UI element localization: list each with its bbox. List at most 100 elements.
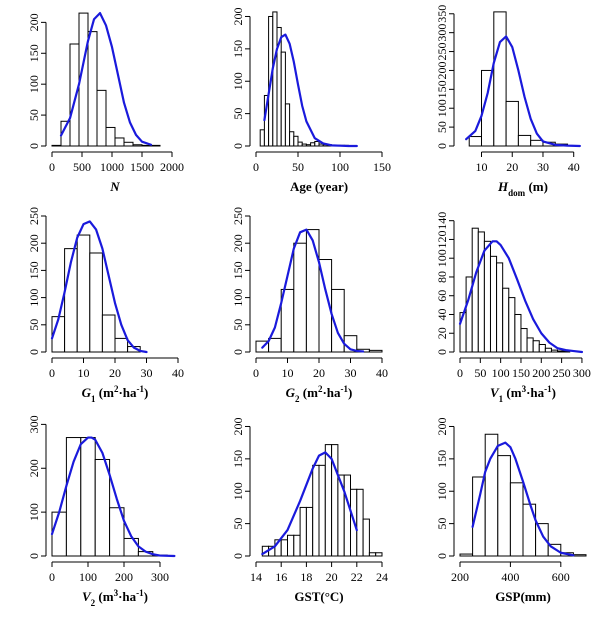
x-tick-label: 100 xyxy=(79,570,97,584)
y-tick-label: 150 xyxy=(231,40,245,58)
histogram-bar xyxy=(538,343,546,353)
y-tick-label: 0 xyxy=(435,553,449,559)
x-axis-label: V2 (m3·ha-1) xyxy=(82,588,148,608)
x-tick-label: 50 xyxy=(474,366,486,380)
histogram-bar xyxy=(65,437,82,557)
fitted-curve xyxy=(261,228,365,353)
fitted-curve xyxy=(261,451,358,556)
histogram-bar xyxy=(502,287,510,353)
histogram-bar xyxy=(468,136,483,147)
y-tick-label: 50 xyxy=(231,518,245,530)
histogram-bar xyxy=(284,103,291,147)
x-tick-label: 2000 xyxy=(160,160,184,174)
histogram-bar xyxy=(132,144,143,147)
histogram-bar xyxy=(51,511,67,557)
y-tick-label: 60 xyxy=(435,290,449,302)
x-axis-label: GST(°C) xyxy=(294,589,343,604)
x-tick-label: 0 xyxy=(253,160,259,174)
x-tick-label: 20 xyxy=(109,366,121,380)
y-tick-label: 150 xyxy=(231,261,245,279)
x-tick-label: 16 xyxy=(275,570,287,584)
y-tick-label: 200 xyxy=(231,417,245,435)
x-tick-label: 30 xyxy=(537,160,549,174)
histogram-bar xyxy=(280,539,289,557)
x-tick-label: 250 xyxy=(553,366,571,380)
y-tick-label: 250 xyxy=(27,207,41,225)
fitted-curve xyxy=(458,240,584,354)
x-tick-label: 500 xyxy=(73,160,91,174)
x-tick-label: 10 xyxy=(476,160,488,174)
x-tick-label: 40 xyxy=(376,366,388,380)
y-tick-label: 200 xyxy=(435,61,449,79)
histogram-bar xyxy=(297,141,303,147)
histogram-bar xyxy=(526,337,534,353)
x-tick-label: 0 xyxy=(49,160,55,174)
y-tick-label: 250 xyxy=(231,207,245,225)
fitted-curve xyxy=(465,35,581,148)
y-tick-label: 20 xyxy=(435,327,449,339)
histogram-bar xyxy=(459,553,474,557)
x-tick-label: 50 xyxy=(292,160,304,174)
y-tick-label: 0 xyxy=(27,143,41,149)
x-tick-label: 100 xyxy=(492,366,510,380)
y-tick-label: 100 xyxy=(231,72,245,90)
histogram-bar xyxy=(287,534,295,557)
histogram-bar xyxy=(324,444,333,557)
y-tick-label: 100 xyxy=(231,289,245,307)
x-tick-label: 24 xyxy=(376,570,388,584)
histogram-bar xyxy=(483,240,491,353)
x-tick-label: 0 xyxy=(49,366,55,380)
x-axis-label: Hdom (m) xyxy=(497,179,548,198)
histogram-bar xyxy=(362,518,370,557)
y-tick-label: 150 xyxy=(231,450,245,468)
y-tick-label: 120 xyxy=(435,230,449,248)
y-tick-label: 100 xyxy=(435,482,449,500)
histogram-bar xyxy=(280,51,286,147)
histogram-bar xyxy=(505,100,519,147)
fitted-curve xyxy=(471,441,575,557)
y-tick-label: 0 xyxy=(27,349,41,355)
x-tick-label: 1000 xyxy=(100,160,124,174)
histogram-bar xyxy=(493,11,507,147)
histogram-bar xyxy=(299,506,307,557)
y-tick-label: 200 xyxy=(231,234,245,252)
x-tick-label: 20 xyxy=(326,570,338,584)
y-tick-label: 50 xyxy=(231,319,245,331)
histogram-bar xyxy=(301,143,307,147)
histogram-bar xyxy=(368,349,383,353)
fitted-curve xyxy=(263,33,358,148)
y-tick-label: 140 xyxy=(435,212,449,230)
histogram-bar xyxy=(314,140,320,147)
histogram-bar xyxy=(318,143,324,147)
histogram-bar xyxy=(69,43,80,147)
fitted-curve xyxy=(50,436,176,558)
y-tick-label: 150 xyxy=(27,261,41,279)
histogram-bar xyxy=(305,229,320,353)
x-tick-label: 14 xyxy=(250,570,262,584)
histogram-bar xyxy=(272,11,278,147)
x-tick-label: 10 xyxy=(282,366,294,380)
histogram-bar xyxy=(109,507,125,557)
histogram-bar xyxy=(532,340,540,353)
histogram-bar xyxy=(101,314,116,353)
histogram-bar xyxy=(489,255,498,353)
x-tick-label: 200 xyxy=(115,570,133,584)
x-tick-label: 200 xyxy=(532,366,550,380)
y-tick-label: 0 xyxy=(435,143,449,149)
histogram-bar xyxy=(105,126,116,147)
y-tick-label: 50 xyxy=(27,319,41,331)
panel-9: 200 400 600 0 50 100 150 200 GSP(mm) xyxy=(435,417,587,604)
x-tick-label: 20 xyxy=(313,366,325,380)
panel-4: 0 10 20 30 40 0 50 100 150 200 250 G1 (m2·ha-1) xyxy=(27,207,184,404)
y-tick-label: 150 xyxy=(27,44,41,62)
panel-2: 0 50 100 150 0 50 100 150 200 Age (year) xyxy=(231,7,391,194)
x-tick-label: 300 xyxy=(573,366,591,380)
x-tick-label: 18 xyxy=(300,570,312,584)
histogram-bar xyxy=(535,523,549,557)
histogram-bar xyxy=(310,142,316,147)
histogram-bar xyxy=(484,433,499,557)
x-tick-label: 20 xyxy=(506,160,518,174)
